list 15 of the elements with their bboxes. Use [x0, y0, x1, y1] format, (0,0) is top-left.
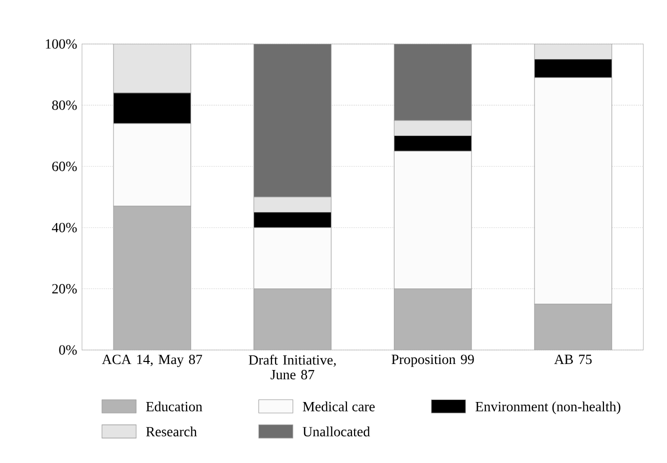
x-tick-label: ACA 14, May 87: [102, 354, 202, 368]
y-tick-label: 0%: [59, 345, 77, 355]
x-tick-label: Draft Initiative, June 87: [248, 354, 336, 380]
legend-label: Unallocated: [302, 426, 370, 436]
legend-label: Education: [146, 401, 202, 412]
legend-label: Environment (non-health): [476, 401, 620, 414]
legend-label: Research: [146, 426, 197, 436]
y-tick-label: 20%: [52, 284, 77, 294]
y-tick-label: 80%: [52, 100, 77, 110]
y-tick-label: 100%: [46, 39, 77, 49]
y-tick-label: 40%: [52, 222, 77, 232]
legend-label: Medical care: [302, 401, 375, 412]
x-tick-label: AB 75: [554, 354, 592, 364]
x-tick-label: Proposition 99: [392, 354, 474, 367]
y-tick-label: 60%: [52, 162, 77, 172]
